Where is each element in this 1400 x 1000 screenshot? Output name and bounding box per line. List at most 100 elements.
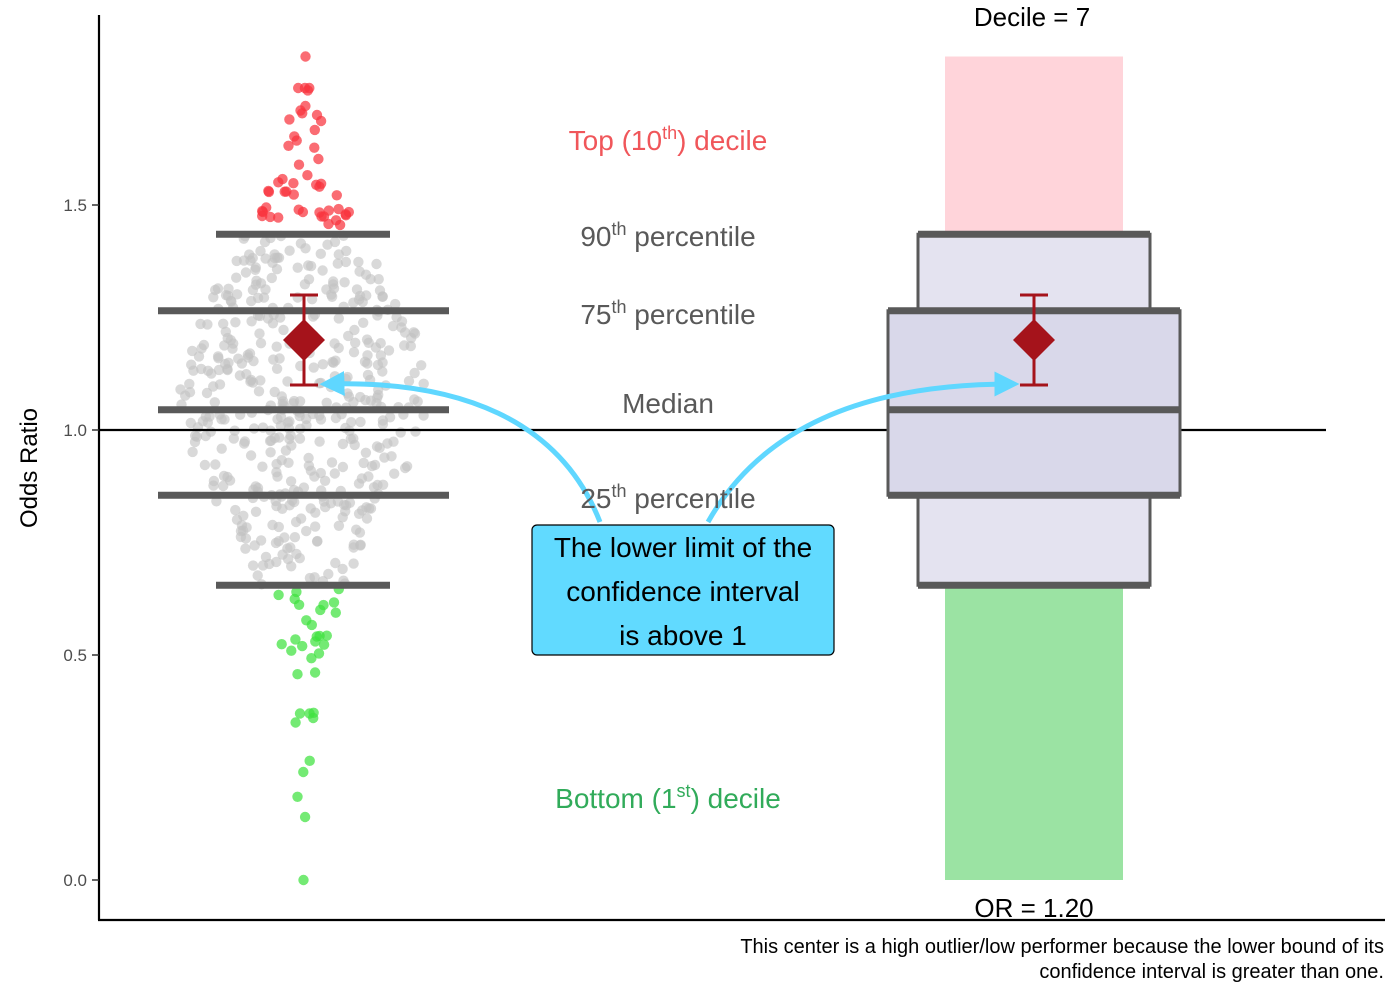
p75-label-sup: th	[611, 297, 626, 317]
data-point	[333, 313, 344, 324]
data-point	[190, 430, 201, 441]
bottom_decile-label: Bottom (1st) decile	[555, 781, 781, 814]
data-point	[362, 358, 373, 369]
data-point	[374, 285, 386, 296]
data-point	[228, 433, 239, 444]
data-point	[196, 343, 207, 354]
data-point	[410, 426, 421, 437]
data-point	[239, 436, 251, 447]
estimate-marker-right	[1013, 319, 1055, 361]
data-point	[250, 264, 261, 275]
data-point	[251, 275, 262, 286]
data-point	[293, 159, 305, 170]
data-point	[294, 433, 306, 444]
data-point	[311, 631, 322, 642]
data-point	[241, 522, 252, 533]
data-point	[265, 447, 276, 458]
data-point	[271, 458, 282, 470]
data-point	[258, 292, 270, 303]
data-point	[259, 236, 271, 248]
data-point	[247, 284, 259, 296]
data-point	[302, 170, 313, 181]
p25-label: 25th percentile	[580, 481, 755, 514]
data-point	[314, 378, 325, 389]
data-point	[248, 423, 260, 434]
data-point	[276, 639, 287, 650]
data-point	[298, 874, 309, 886]
data-point	[318, 599, 329, 611]
data-point	[293, 82, 304, 94]
callout-line: is above 1	[619, 620, 747, 651]
data-point	[348, 347, 360, 358]
data-point	[299, 279, 311, 290]
data-point	[222, 363, 233, 375]
data-point	[303, 452, 314, 464]
data-point	[333, 520, 345, 531]
data-point	[231, 289, 243, 300]
data-point	[323, 568, 334, 580]
data-point	[230, 317, 241, 328]
data-point	[330, 355, 341, 366]
data-point	[377, 479, 389, 490]
data-point	[225, 335, 236, 346]
data-point	[313, 648, 325, 659]
data-point	[218, 470, 230, 482]
data-point	[345, 433, 356, 445]
data-point	[360, 447, 372, 458]
y-axis-title: Odds Ratio	[16, 408, 43, 528]
data-point	[300, 51, 311, 62]
data-point	[245, 376, 256, 387]
data-point	[175, 384, 186, 395]
data-point	[348, 397, 359, 408]
data-point	[399, 327, 411, 338]
data-point	[315, 467, 326, 479]
data-point	[354, 266, 365, 277]
data-point	[289, 532, 301, 543]
data-point	[253, 386, 265, 397]
data-point	[308, 712, 319, 724]
top_decile-label-sup: th	[662, 123, 677, 143]
data-point	[313, 153, 324, 165]
data-point	[379, 452, 390, 463]
p90-label: 90th percentile	[580, 219, 755, 252]
data-point	[348, 539, 359, 550]
data-point	[252, 482, 264, 494]
data-point	[266, 272, 277, 284]
data-point	[255, 375, 266, 386]
data-point	[308, 362, 319, 373]
data-point	[309, 124, 320, 136]
data-point	[223, 283, 234, 294]
data-point	[344, 497, 356, 508]
data-point	[373, 274, 384, 285]
data-point	[306, 653, 317, 664]
p25-label-sup: th	[611, 481, 626, 501]
p25-label-text: 25	[580, 483, 611, 514]
data-point	[353, 256, 364, 268]
data-point	[388, 436, 399, 447]
data-point	[250, 506, 262, 517]
data-point	[331, 190, 342, 201]
data-point	[306, 619, 317, 631]
data-point	[342, 371, 353, 383]
callout-line: confidence interval	[566, 576, 799, 607]
data-point	[311, 109, 323, 121]
data-point	[390, 298, 401, 310]
data-point	[400, 462, 411, 474]
median-label: Median	[622, 388, 714, 419]
data-point	[317, 265, 328, 276]
data-point	[295, 105, 306, 116]
data-point	[375, 350, 387, 361]
data-point	[267, 257, 278, 268]
data-point	[365, 274, 376, 285]
data-point	[333, 203, 344, 215]
data-point	[409, 328, 421, 339]
data-point	[330, 607, 341, 618]
data-point	[391, 312, 402, 323]
data-point	[214, 379, 226, 390]
data-point	[213, 364, 225, 376]
data-point	[358, 317, 369, 328]
data-point	[319, 475, 331, 486]
data-point	[405, 340, 416, 352]
data-point	[271, 363, 283, 374]
data-point	[208, 475, 220, 487]
